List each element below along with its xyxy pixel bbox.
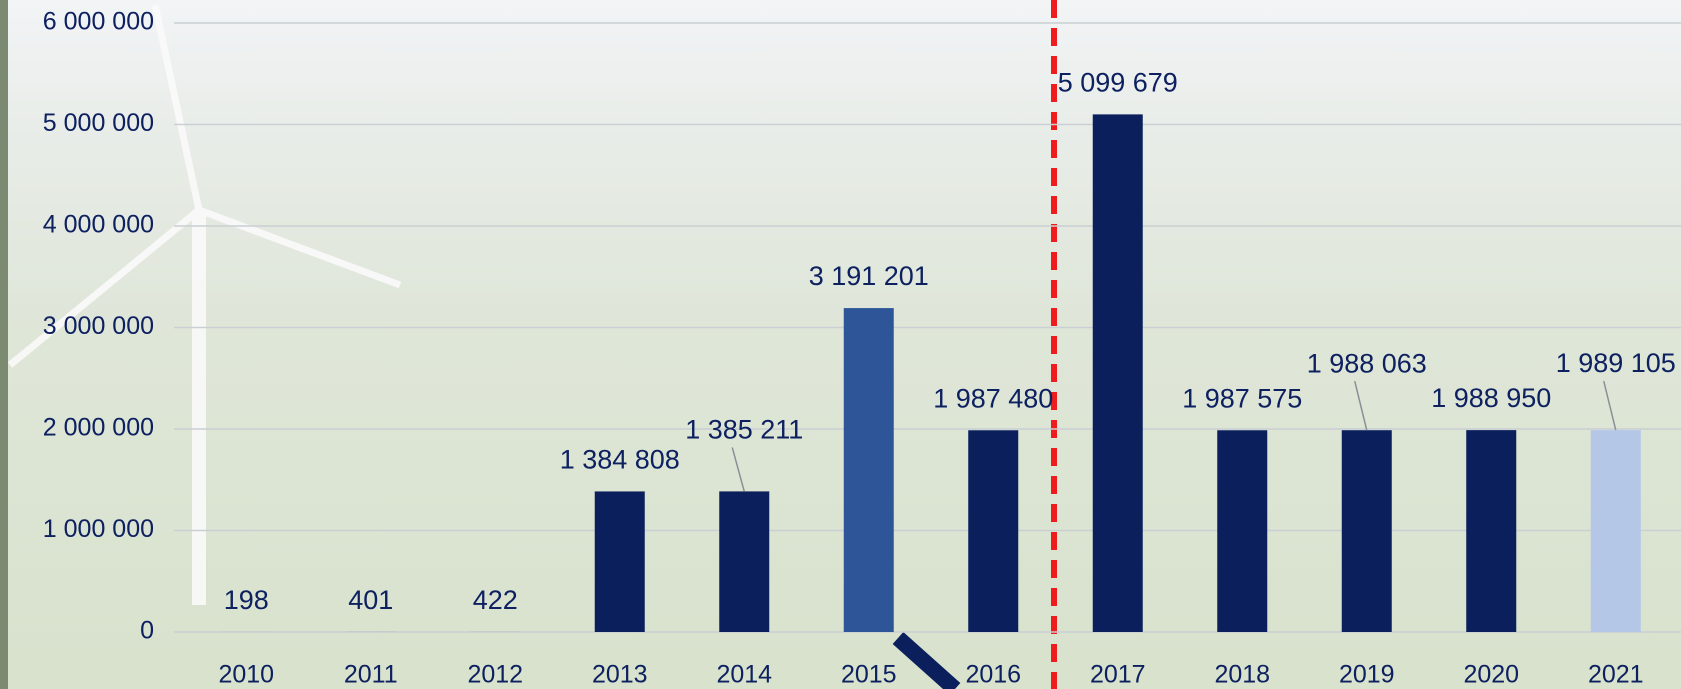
x-tick-label: 2011 (344, 661, 398, 689)
value-label: 1 988 950 (1431, 383, 1551, 413)
value-label: 422 (473, 585, 518, 615)
bar (719, 491, 769, 632)
bar (968, 430, 1018, 632)
y-tick-label: 4 000 000 (43, 211, 154, 239)
y-tick-label: 5 000 000 (43, 109, 154, 137)
bar (844, 308, 894, 632)
x-tick-label: 2016 (965, 661, 1021, 689)
x-tick-label: 2018 (1214, 661, 1270, 689)
left-edge (0, 0, 8, 689)
chart: 0 1 000 000 2 000 000 3 000 000 4 000 000 5 0… (0, 0, 1681, 689)
bar (1093, 114, 1143, 632)
x-tick-label: 2015 (841, 661, 897, 689)
value-label: 198 (224, 585, 269, 615)
value-label: 1 384 808 (560, 445, 680, 475)
y-tick-label: 0 (140, 617, 154, 645)
x-tick-label: 2014 (716, 661, 772, 689)
bar (1591, 430, 1641, 632)
x-tick-label: 2013 (592, 661, 648, 689)
value-label: 5 099 679 (1058, 68, 1178, 98)
value-label: 3 191 201 (809, 261, 929, 291)
value-label: 1 385 211 (685, 415, 803, 445)
y-tick-label: 6 000 000 (43, 8, 154, 36)
x-tick-label: 2017 (1090, 661, 1146, 689)
value-label: 1 987 575 (1182, 383, 1302, 413)
value-label: 401 (348, 585, 393, 615)
bar (595, 491, 645, 632)
bar (1466, 430, 1516, 632)
value-label: 1 989 105 (1556, 348, 1676, 378)
y-tick-label: 3 000 000 (43, 312, 154, 340)
x-tick-label: 2021 (1588, 661, 1644, 689)
x-tick-label: 2020 (1463, 661, 1519, 689)
x-tick-label: 2010 (218, 661, 274, 689)
y-tick-label: 1 000 000 (43, 515, 154, 543)
y-tick-label: 2 000 000 (43, 414, 154, 442)
bar (1217, 430, 1267, 632)
x-tick-label: 2019 (1339, 661, 1395, 689)
value-label: 1 987 480 (933, 383, 1053, 413)
x-tick-label: 2012 (467, 661, 523, 689)
bar (1342, 430, 1392, 632)
value-label: 1 988 063 (1307, 348, 1427, 378)
